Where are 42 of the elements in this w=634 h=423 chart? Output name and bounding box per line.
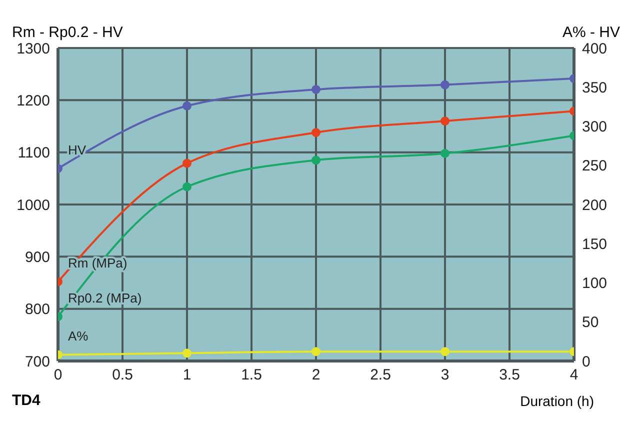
text: TD4 — [12, 392, 40, 409]
y-axis-title: Rm - Rp0.2 - HV — [12, 24, 123, 41]
x-tick-label: 2 — [312, 366, 320, 384]
y2-tick-label: 400 — [582, 40, 608, 58]
y2-tick-label: 300 — [582, 118, 608, 136]
x-tick-label: 0 — [54, 366, 62, 384]
y-tick-label: 800 — [24, 301, 50, 318]
y-tick-label: 1200 — [16, 92, 50, 110]
point — [312, 156, 320, 165]
series-label: A% — [68, 328, 89, 344]
y2-tick-label: 100 — [582, 275, 608, 292]
y-tick-label: 1000 — [16, 196, 50, 214]
y-tick-label: 1100 — [18, 144, 50, 162]
point — [182, 348, 192, 358]
x-tick-label: 3 — [440, 366, 450, 384]
y2-tick-label: 0 — [582, 353, 590, 370]
y2-tick-label: 150 — [582, 236, 608, 253]
point — [440, 148, 450, 158]
point — [182, 158, 192, 168]
x-tick-label: 1 — [182, 366, 192, 384]
x-tick-label: 4 — [570, 366, 578, 384]
point — [182, 101, 192, 110]
y-tick-label: 1300 — [16, 40, 50, 58]
x-tick-label: 3.5 — [499, 366, 520, 384]
point — [440, 347, 450, 356]
point — [312, 128, 320, 138]
y2-tick-label: 250 — [582, 158, 608, 175]
x-tick-label: 1.5 — [241, 366, 262, 384]
x-tick-label: 2.5 — [370, 366, 391, 384]
y2-tick-label: 50 — [582, 314, 599, 332]
point — [312, 347, 320, 356]
y2-tick-label: 350 — [582, 79, 608, 96]
y-tick-label: 700 — [24, 353, 50, 370]
y2-axis-title: A% - HV — [562, 24, 620, 41]
point — [312, 84, 320, 94]
point — [440, 116, 450, 126]
x-axis-title: Duration (h) — [520, 393, 594, 409]
y-tick-label: 900 — [24, 248, 50, 266]
x-tick-label: 0.5 — [112, 366, 133, 384]
y2-tick-label: 200 — [582, 196, 608, 214]
point — [440, 80, 450, 90]
point — [182, 182, 192, 192]
